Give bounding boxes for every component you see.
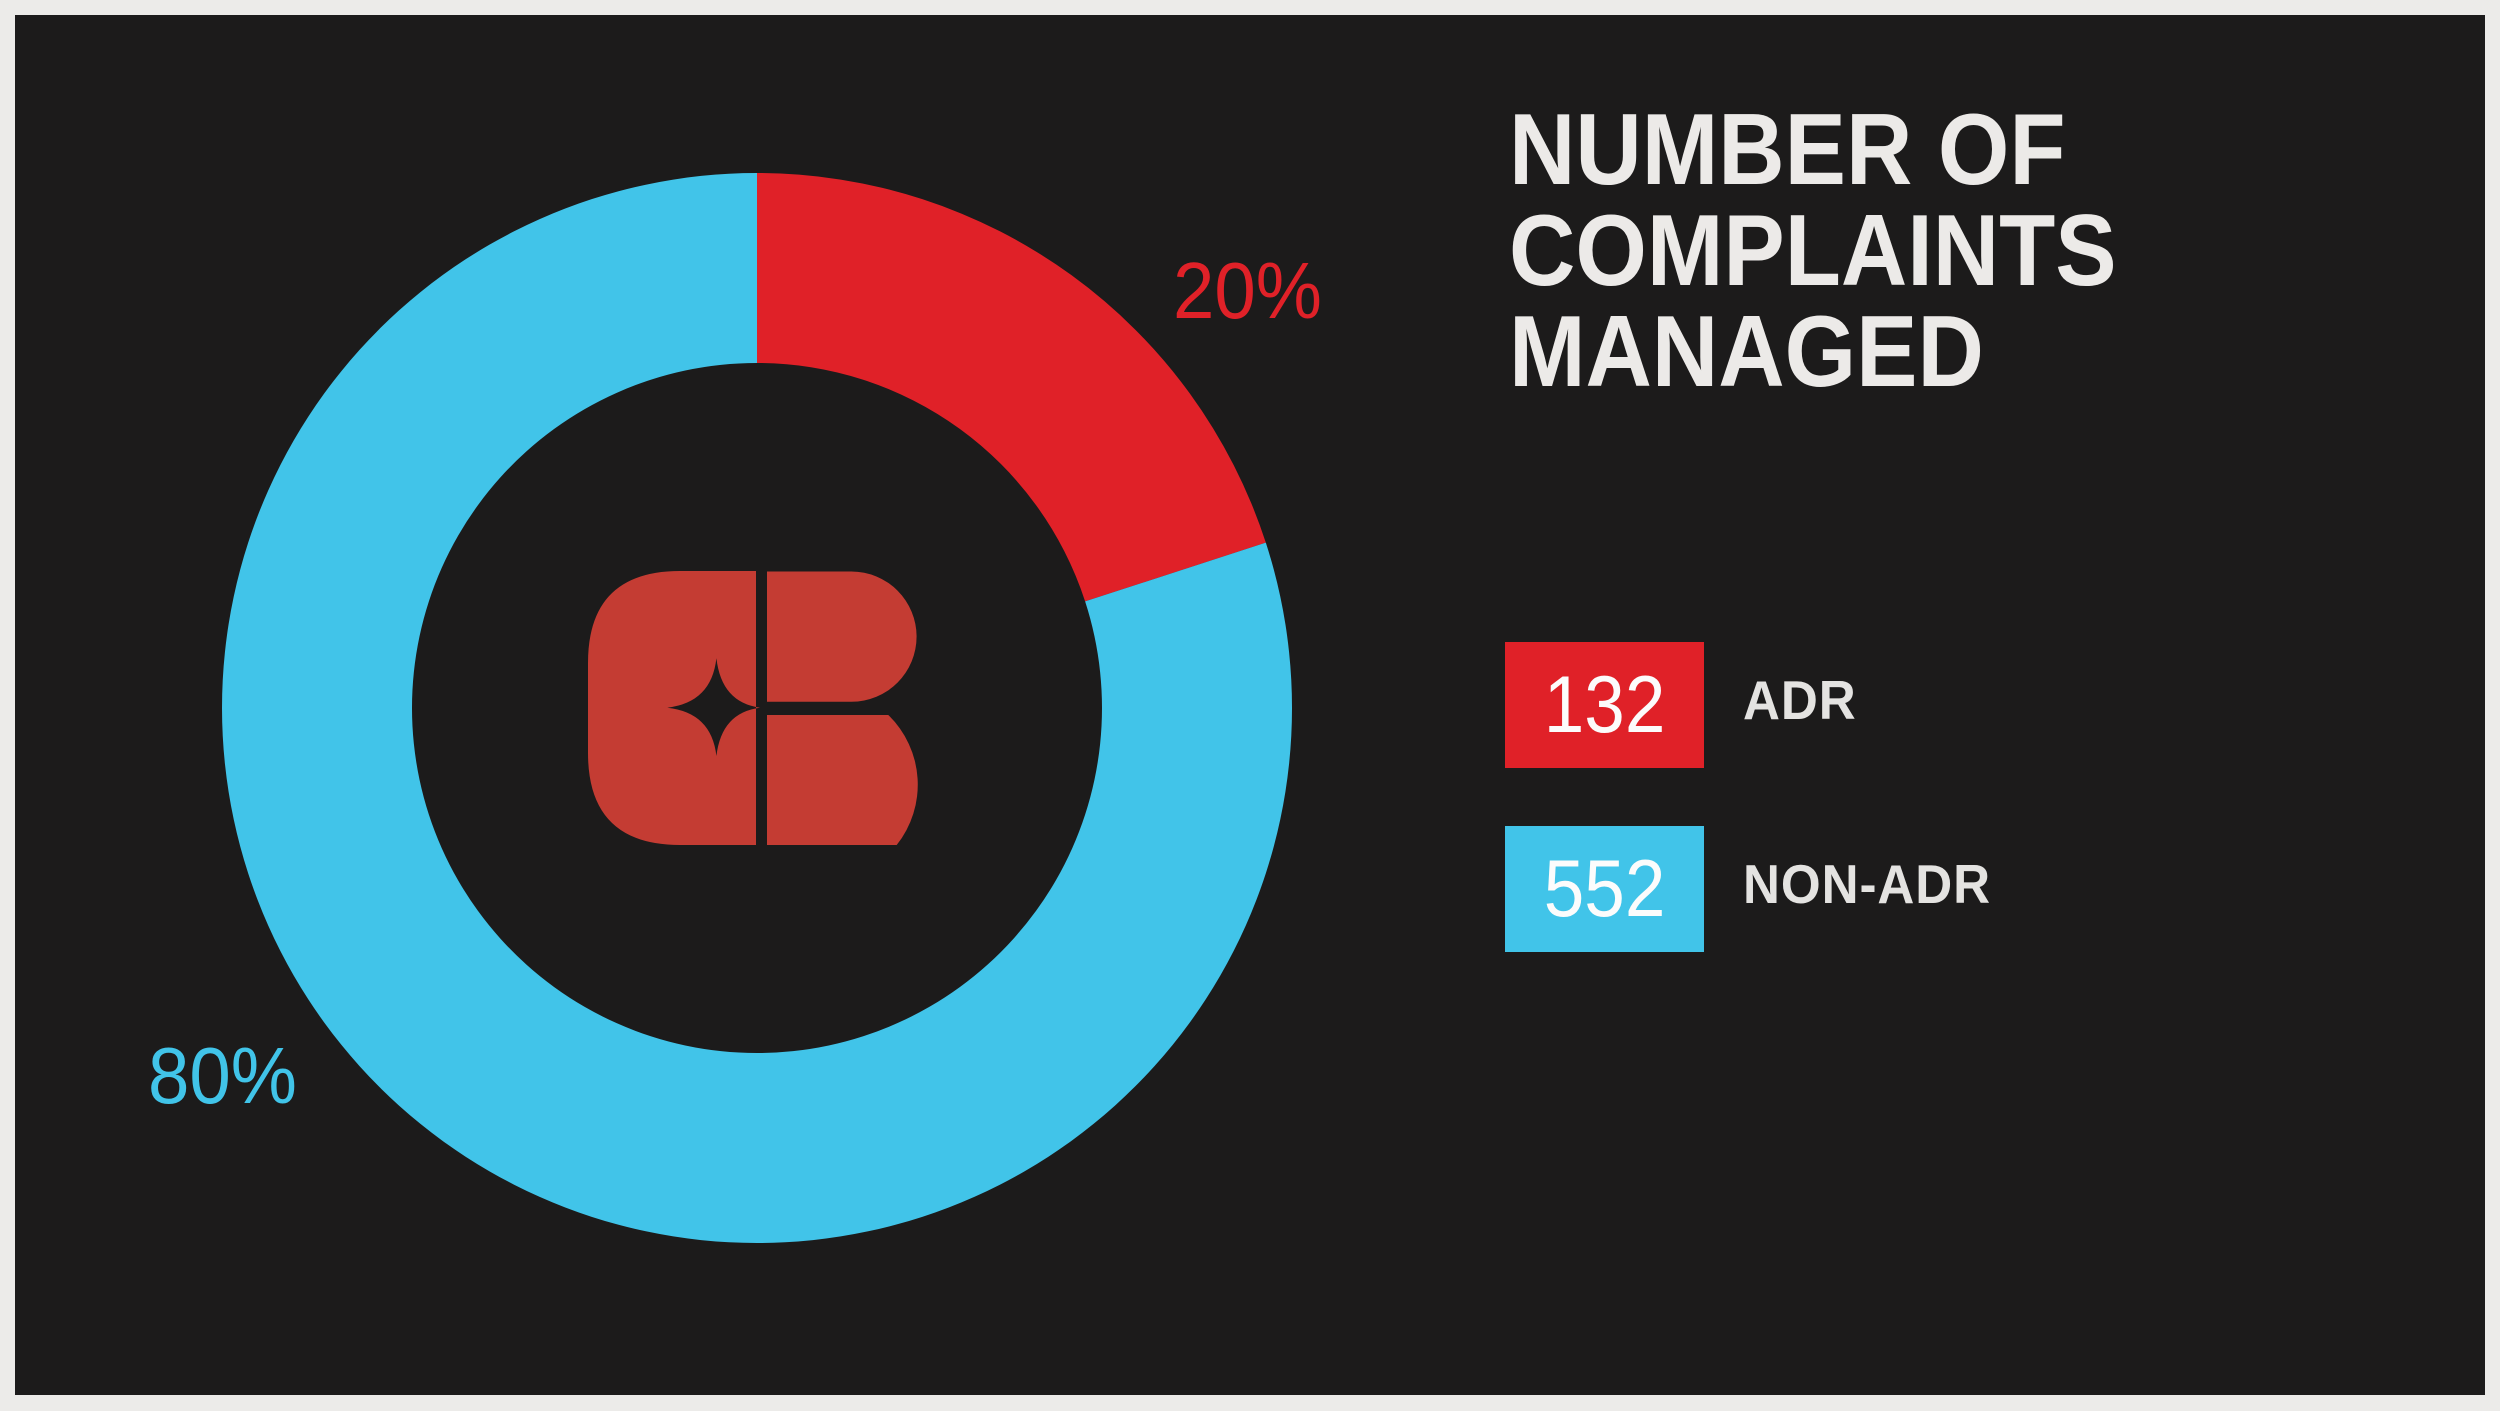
- donut-slice-adr: [757, 173, 1266, 602]
- donut-chart: [222, 173, 1293, 1243]
- legend-label-nonadr: NON-ADR: [1743, 852, 1992, 915]
- title-line-2: COMPLAINTS: [1509, 195, 2117, 307]
- logo-r-top-lobe: [767, 571, 917, 702]
- logo-r-bottom-lobe: [767, 715, 918, 845]
- legend-value-adr: 132: [1543, 659, 1666, 750]
- page-title: NUMBER OF COMPLAINTS MANAGED: [1509, 100, 2117, 403]
- legend-row-adr: 132 ADR: [1505, 642, 2010, 768]
- legend-swatch-nonadr: 552: [1505, 826, 1704, 952]
- cr-monogram-logo: [588, 571, 918, 845]
- percent-label-adr: 20%: [1173, 246, 1322, 335]
- percent-label-nonadr: 80%: [148, 1031, 297, 1120]
- legend-label-adr: ADR: [1743, 668, 1857, 731]
- donut-slice-non-adr: [222, 173, 1293, 1243]
- legend: 132 ADR 552 NON-ADR: [1505, 642, 2010, 1010]
- logo-c-shape: [588, 571, 760, 845]
- slide-canvas: 20% 80% NUMBER OF COMPLAINTS MANAGED 132…: [15, 15, 2485, 1395]
- legend-value-nonadr: 552: [1543, 843, 1666, 934]
- legend-swatch-adr: 132: [1505, 642, 1704, 768]
- title-line-3: MANAGED: [1509, 296, 1984, 408]
- legend-row-nonadr: 552 NON-ADR: [1505, 826, 2010, 952]
- title-line-1: NUMBER OF: [1509, 94, 2066, 206]
